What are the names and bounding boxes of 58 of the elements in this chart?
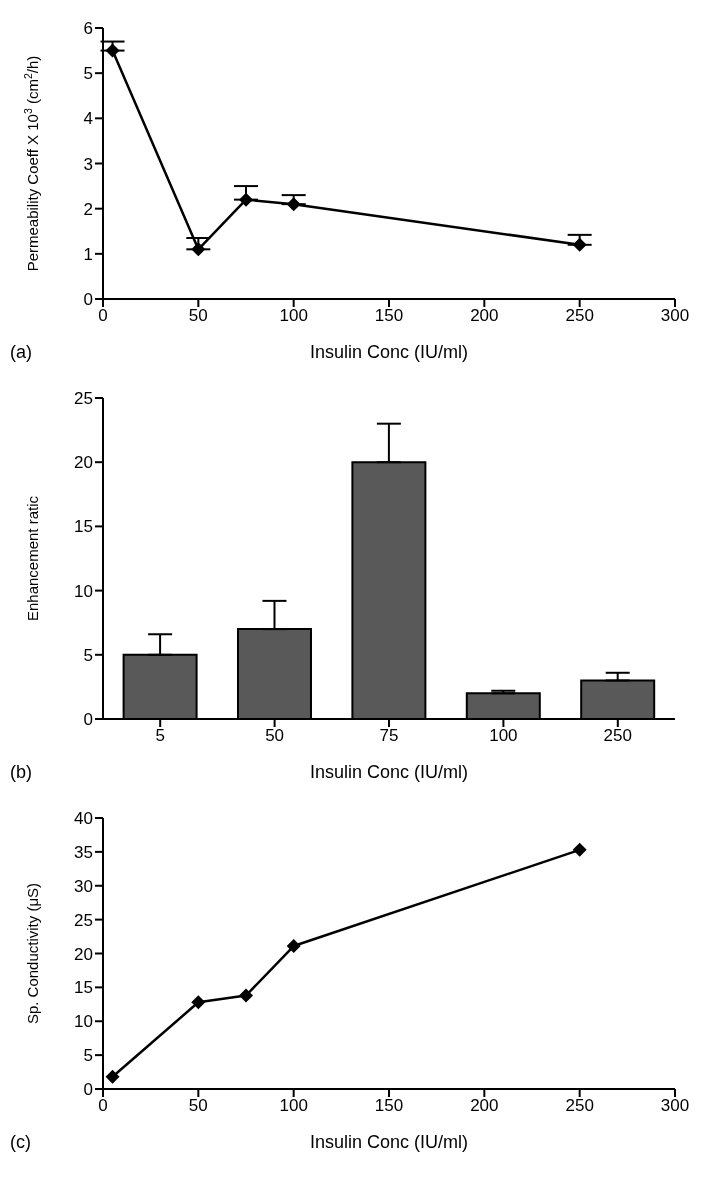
y-tick-label: 20 bbox=[74, 944, 93, 964]
x-tick-label: 0 bbox=[98, 306, 108, 326]
text: (c) bbox=[10, 1132, 31, 1153]
x-tick-label: 50 bbox=[188, 1096, 208, 1116]
y-tick-label: 5 bbox=[83, 1046, 93, 1066]
y-tick-label: 5 bbox=[83, 64, 93, 84]
y-tick-label: 25 bbox=[74, 910, 93, 930]
y-tick-label: 10 bbox=[74, 581, 93, 601]
y-tick-label: 10 bbox=[74, 1012, 93, 1032]
point bbox=[286, 197, 301, 212]
point bbox=[191, 995, 206, 1010]
x-tick-label: 0 bbox=[98, 1096, 108, 1116]
y-tick-label: 30 bbox=[74, 876, 93, 896]
y-tick-label: 35 bbox=[74, 842, 93, 862]
x-tick-label: 250 bbox=[565, 306, 594, 326]
x-axis-title: Insulin Conc (IU/ml) bbox=[308, 762, 469, 783]
x-tick-label: 100 bbox=[489, 726, 518, 746]
y-tick-label: 5 bbox=[83, 645, 93, 665]
x-tick-label: 200 bbox=[470, 1096, 499, 1116]
point bbox=[105, 1069, 120, 1084]
x-axis-title: Insulin Conc (IU/ml) bbox=[308, 342, 469, 363]
x-tick-label: 75 bbox=[379, 726, 399, 746]
x-tick-label: 250 bbox=[565, 1096, 594, 1116]
point bbox=[191, 242, 206, 257]
y-axis-title: Enhancement ratic bbox=[24, 495, 41, 622]
y-tick-label: 6 bbox=[83, 19, 93, 39]
x-tick-label: 300 bbox=[660, 1096, 690, 1116]
y-tick-label: 15 bbox=[74, 517, 93, 537]
x-tick-label: 300 bbox=[660, 306, 690, 326]
x-tick-label: 150 bbox=[374, 1096, 404, 1116]
y-tick-label: 25 bbox=[74, 389, 93, 409]
x-tick-label: 250 bbox=[603, 726, 632, 746]
text: (a) bbox=[10, 342, 32, 363]
x-tick-label: 100 bbox=[279, 1096, 308, 1116]
x-tick-label: 50 bbox=[188, 306, 208, 326]
y-tick-label: 3 bbox=[83, 154, 93, 174]
y-tick-label: 40 bbox=[74, 809, 93, 829]
point bbox=[239, 988, 253, 1003]
point bbox=[239, 192, 253, 207]
y-tick-label: 0 bbox=[83, 710, 93, 730]
y-axis-title: Sp. Conductivity (μS) bbox=[24, 882, 41, 1025]
x-tick-label: 50 bbox=[265, 726, 285, 746]
y-tick-label: 2 bbox=[83, 199, 93, 219]
text: (b) bbox=[10, 762, 32, 783]
y-tick-label: 1 bbox=[83, 244, 93, 264]
y-tick-label: 0 bbox=[83, 1080, 93, 1100]
x-tick-label: 200 bbox=[470, 306, 499, 326]
point bbox=[286, 939, 301, 954]
y-tick-label: 4 bbox=[83, 109, 93, 129]
x-tick-label: 100 bbox=[279, 306, 308, 326]
x-tick-label: 5 bbox=[155, 726, 165, 746]
point bbox=[572, 237, 587, 252]
y-tick-label: 0 bbox=[83, 290, 93, 310]
x-axis-title: Insulin Conc (IU/ml) bbox=[308, 1132, 469, 1153]
y-tick-label: 20 bbox=[74, 453, 93, 473]
point bbox=[572, 842, 587, 857]
x-tick-label: 150 bbox=[374, 306, 404, 326]
y-tick-label: 15 bbox=[74, 978, 93, 998]
